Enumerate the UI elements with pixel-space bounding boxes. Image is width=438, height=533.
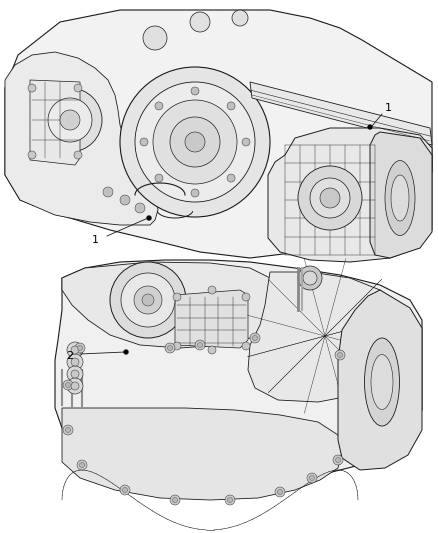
Ellipse shape (391, 175, 409, 221)
Circle shape (198, 343, 202, 348)
Circle shape (227, 174, 235, 182)
Polygon shape (250, 82, 432, 145)
Polygon shape (62, 408, 342, 500)
Circle shape (142, 294, 154, 306)
Circle shape (146, 215, 152, 221)
Circle shape (155, 102, 163, 110)
Circle shape (307, 473, 317, 483)
Circle shape (120, 67, 270, 217)
Circle shape (191, 189, 199, 197)
Circle shape (74, 151, 82, 159)
Circle shape (143, 26, 167, 50)
Circle shape (63, 425, 73, 435)
Circle shape (71, 346, 79, 354)
Circle shape (67, 354, 83, 370)
Circle shape (135, 82, 255, 202)
Circle shape (250, 333, 260, 343)
Circle shape (110, 262, 186, 338)
Circle shape (173, 497, 177, 503)
Polygon shape (268, 128, 432, 262)
Circle shape (298, 166, 362, 230)
Polygon shape (248, 272, 402, 402)
Circle shape (298, 266, 322, 290)
Circle shape (275, 487, 285, 497)
Circle shape (78, 345, 82, 351)
Circle shape (66, 383, 71, 387)
Circle shape (227, 497, 233, 503)
Circle shape (170, 495, 180, 505)
Polygon shape (5, 10, 432, 258)
Circle shape (338, 352, 343, 358)
Circle shape (67, 378, 83, 394)
Circle shape (67, 342, 83, 358)
Polygon shape (370, 132, 432, 258)
Circle shape (335, 350, 345, 360)
Circle shape (195, 340, 205, 350)
Circle shape (63, 380, 73, 390)
Circle shape (242, 138, 250, 146)
Circle shape (185, 132, 205, 152)
Circle shape (28, 151, 36, 159)
Circle shape (336, 457, 340, 463)
Polygon shape (55, 260, 422, 482)
Circle shape (320, 188, 340, 208)
Circle shape (60, 110, 80, 130)
Circle shape (165, 343, 175, 353)
Circle shape (71, 382, 79, 390)
Circle shape (310, 178, 350, 218)
Circle shape (242, 342, 250, 350)
Circle shape (173, 342, 181, 350)
Circle shape (252, 335, 258, 341)
Circle shape (170, 117, 220, 167)
Circle shape (66, 427, 71, 432)
Circle shape (67, 366, 83, 382)
Circle shape (38, 88, 102, 152)
Circle shape (242, 293, 250, 301)
Circle shape (28, 84, 36, 92)
Circle shape (77, 460, 87, 470)
Circle shape (310, 475, 314, 481)
Polygon shape (175, 290, 248, 348)
Circle shape (140, 138, 148, 146)
Circle shape (190, 12, 210, 32)
Circle shape (167, 345, 173, 351)
Polygon shape (62, 262, 275, 348)
Circle shape (232, 10, 248, 26)
Polygon shape (30, 80, 80, 165)
Ellipse shape (364, 338, 399, 426)
Text: 1: 1 (92, 235, 99, 245)
Circle shape (225, 495, 235, 505)
Circle shape (74, 84, 82, 92)
Circle shape (135, 203, 145, 213)
Circle shape (227, 102, 235, 110)
Circle shape (208, 286, 216, 294)
Circle shape (155, 174, 163, 182)
Circle shape (123, 488, 127, 492)
Circle shape (153, 100, 237, 184)
Circle shape (208, 346, 216, 354)
Text: 1: 1 (385, 103, 392, 113)
Circle shape (124, 350, 128, 354)
Circle shape (75, 343, 85, 353)
Polygon shape (5, 52, 158, 225)
Circle shape (367, 125, 372, 130)
Circle shape (191, 87, 199, 95)
Circle shape (80, 463, 85, 467)
Circle shape (71, 358, 79, 366)
Circle shape (173, 293, 181, 301)
Text: 2: 2 (67, 351, 74, 361)
Ellipse shape (385, 160, 415, 236)
Ellipse shape (371, 354, 393, 409)
Circle shape (121, 273, 175, 327)
Circle shape (134, 286, 162, 314)
Circle shape (303, 271, 317, 285)
Circle shape (103, 187, 113, 197)
Circle shape (120, 195, 130, 205)
Circle shape (48, 98, 92, 142)
Circle shape (71, 370, 79, 378)
Circle shape (278, 489, 283, 495)
Circle shape (333, 455, 343, 465)
Polygon shape (338, 290, 422, 470)
Circle shape (120, 485, 130, 495)
